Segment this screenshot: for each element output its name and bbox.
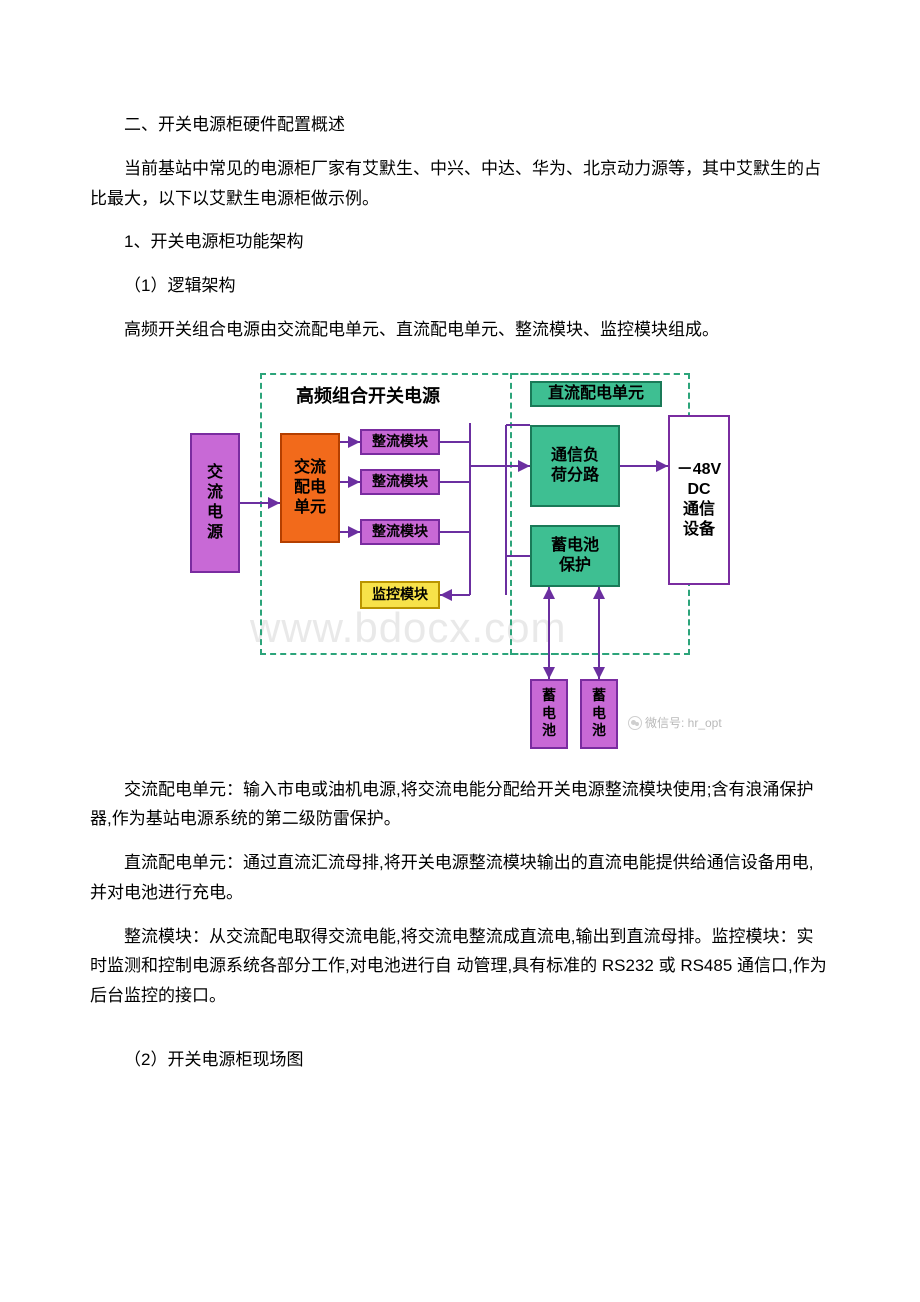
node-bat2: 蓄 电 池 [580,679,618,749]
node-rect2: 整流模块 [360,469,440,495]
node-ac_src: 交 流 电 源 [190,433,240,573]
ac-paragraph: 交流配电单元：输入市电或油机电源,将交流电能分配给开关电源整流模块使用;含有浪涌… [90,775,830,835]
diagram-edges [190,363,730,753]
wechat-icon [628,716,642,730]
node-rect1: 整流模块 [360,429,440,455]
diagram-main-title: 高频组合开关电源 [296,381,440,413]
logic-paragraph: 高频开关组合电源由交流配电单元、直流配电单元、整流模块、监控模块组成。 [90,315,830,345]
wechat-watermark: 微信号: hr_opt [628,713,722,734]
node-out: －48V DC 通信 设备 [668,415,730,585]
dc-paragraph: 直流配电单元：通过直流汇流母排,将开关电源整流模块输出的直流电能提供给通信设备用… [90,848,830,908]
node-batprot: 蓄电池 保护 [530,525,620,587]
node-ac_dist: 交流 配电 单元 [280,433,340,543]
node-load: 通信负 荷分路 [530,425,620,507]
section-heading: 二、开关电源柜硬件配置概述 [90,110,830,140]
node-bat1: 蓄 电 池 [530,679,568,749]
node-monitor: 监控模块 [360,581,440,609]
diagram-dc-title: 直流配电单元 [530,381,662,407]
subheading-1: 1、开关电源柜功能架构 [90,227,830,257]
architecture-diagram: www.bdocx.com高频组合开关电源直流配电单元交 流 电 源交流 配电 … [190,363,730,753]
intro-paragraph: 当前基站中常见的电源柜厂家有艾默生、中兴、中达、华为、北京动力源等，其中艾默生的… [90,154,830,214]
rect-paragraph: 整流模块：从交流配电取得交流电能,将交流电整流成直流电,输出到直流母排。监控模块… [90,922,830,1011]
subheading-1-2: （2）开关电源柜现场图 [90,1045,830,1075]
node-rect3: 整流模块 [360,519,440,545]
wechat-text: 微信号: hr_opt [645,713,722,734]
subheading-1-1: （1）逻辑架构 [90,271,830,301]
